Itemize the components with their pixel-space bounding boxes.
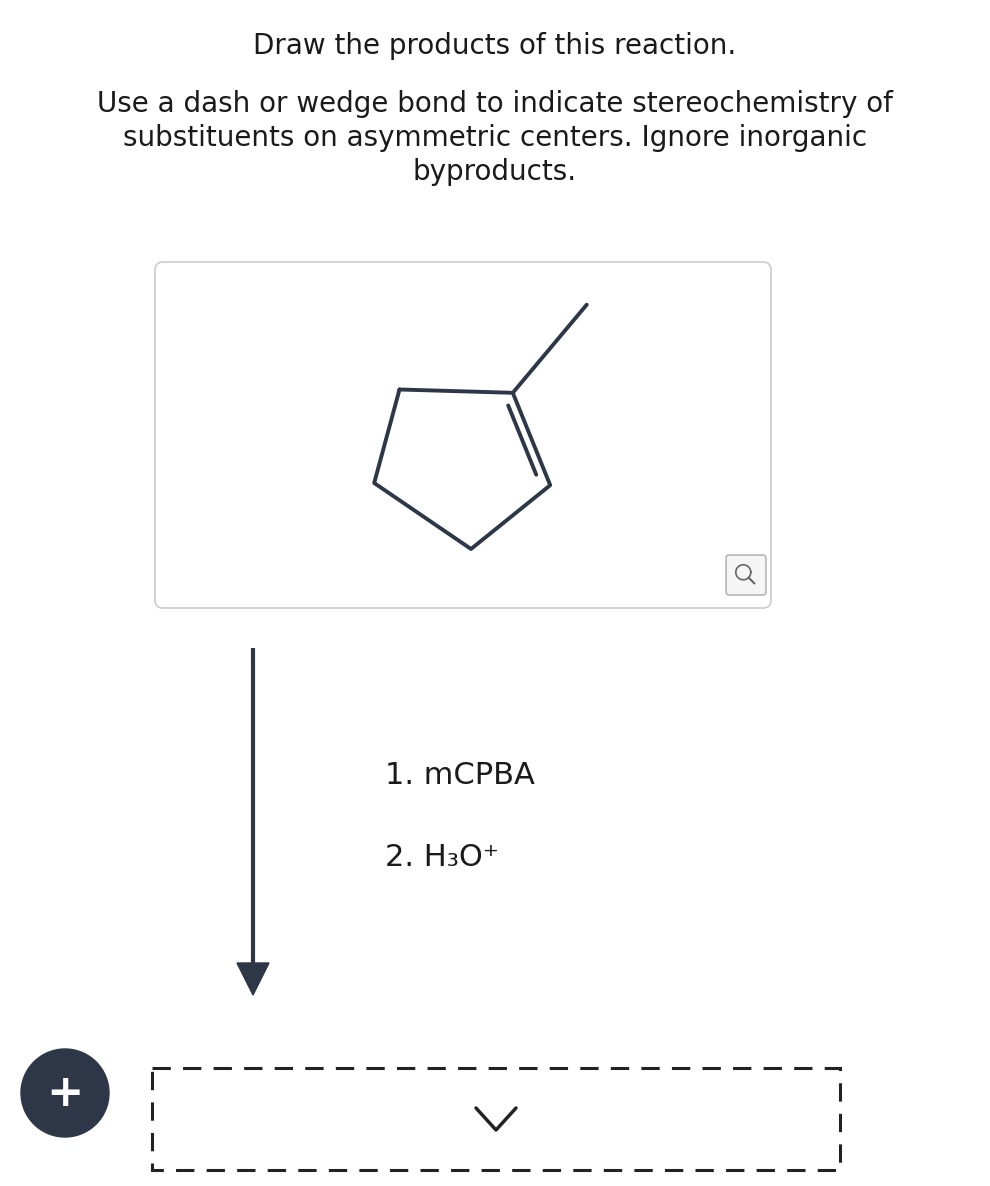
Text: 1. mCPBA: 1. mCPBA bbox=[385, 760, 535, 790]
Text: +: + bbox=[47, 1071, 84, 1115]
Circle shape bbox=[21, 1048, 109, 1137]
Text: 2. H₃O⁺: 2. H₃O⁺ bbox=[385, 843, 499, 873]
FancyBboxPatch shape bbox=[726, 555, 766, 595]
Text: substituents on asymmetric centers. Ignore inorganic: substituents on asymmetric centers. Igno… bbox=[123, 125, 867, 152]
FancyBboxPatch shape bbox=[155, 262, 771, 608]
Text: Use a dash or wedge bond to indicate stereochemistry of: Use a dash or wedge bond to indicate ste… bbox=[97, 90, 893, 117]
Polygon shape bbox=[237, 963, 269, 995]
Text: Draw the products of this reaction.: Draw the products of this reaction. bbox=[253, 32, 737, 60]
Text: byproducts.: byproducts. bbox=[413, 158, 577, 186]
